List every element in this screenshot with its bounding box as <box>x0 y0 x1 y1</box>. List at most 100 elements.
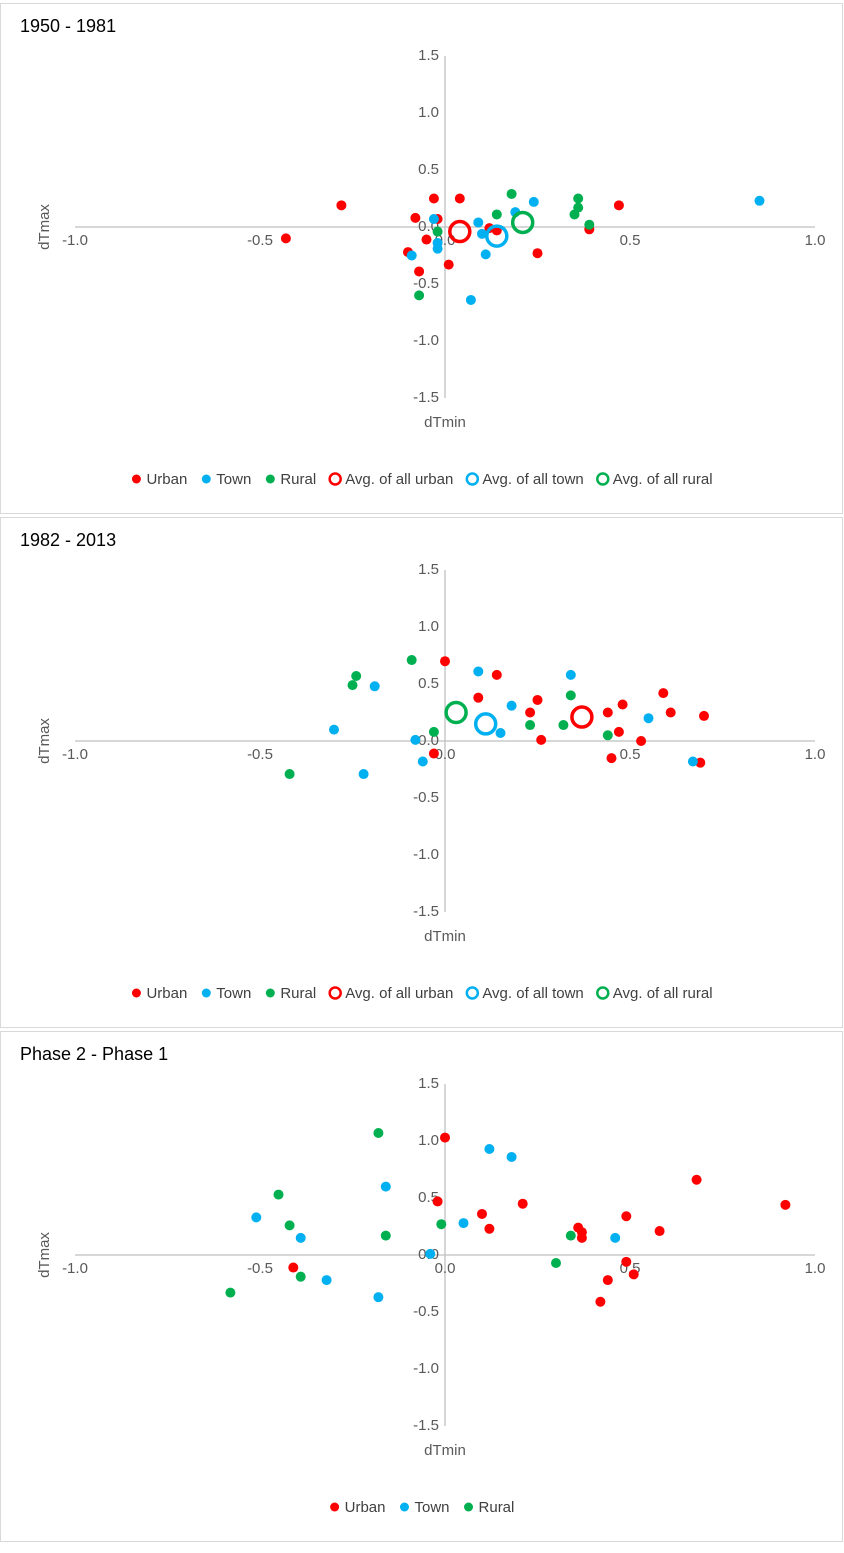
point <box>613 200 624 211</box>
point <box>576 1232 587 1243</box>
point <box>358 769 369 780</box>
average-marker <box>448 219 472 244</box>
legend-label: Town <box>414 1499 449 1516</box>
point <box>295 1232 306 1243</box>
y-tick-label: 1.0 <box>418 104 439 121</box>
point <box>565 669 576 680</box>
point <box>525 720 536 731</box>
point <box>406 655 417 666</box>
point <box>373 1292 384 1303</box>
chart-title: Phase 2 - Phase 1 <box>20 1044 168 1064</box>
legend-marker <box>131 988 141 998</box>
x-tick-label: 1.0 <box>805 1260 826 1277</box>
x-tick-label: -0.5 <box>247 1260 273 1277</box>
legend-label: Rural <box>479 1499 515 1516</box>
point <box>602 1275 613 1286</box>
point <box>284 769 295 780</box>
point <box>613 726 624 737</box>
y-tick-label: -1.5 <box>413 903 439 920</box>
point <box>373 1128 384 1139</box>
point <box>428 726 439 737</box>
x-tick-label: -0.5 <box>247 232 273 249</box>
legend-marker <box>201 988 211 998</box>
legend-label: Avg. of all urban <box>345 985 453 1002</box>
point <box>428 748 439 759</box>
point <box>569 209 580 220</box>
point <box>565 690 576 701</box>
point <box>473 692 484 703</box>
point <box>406 250 417 261</box>
y-tick-label: -0.5 <box>413 789 439 806</box>
x-tick-label: -1.0 <box>62 746 88 763</box>
x-tick-label: 1.0 <box>805 232 826 249</box>
point <box>643 713 654 724</box>
y-tick-label: 1.5 <box>418 47 439 64</box>
point <box>636 736 647 746</box>
point <box>440 1132 450 1143</box>
y-tick-label: -1.5 <box>413 1417 439 1434</box>
legend-marker <box>464 1502 474 1512</box>
average-marker <box>485 224 509 248</box>
point <box>414 290 425 301</box>
point <box>491 209 502 220</box>
y-axis-title: dTmax <box>36 204 53 250</box>
legend-label: Avg. of all urban <box>345 471 453 488</box>
legend-marker <box>201 474 211 484</box>
legend-marker <box>330 1502 340 1512</box>
point <box>380 1230 391 1241</box>
point <box>414 266 425 277</box>
point <box>369 681 380 692</box>
point <box>484 1223 495 1234</box>
point <box>458 1218 469 1229</box>
point <box>536 734 547 745</box>
point <box>473 217 484 228</box>
point <box>595 1296 606 1307</box>
point <box>295 1271 306 1282</box>
y-tick-label: -1.5 <box>413 389 439 406</box>
point <box>506 700 517 711</box>
y-tick-label: -1.0 <box>413 332 439 349</box>
average-marker <box>570 705 594 729</box>
y-tick-label: -0.5 <box>413 275 439 292</box>
point <box>465 294 476 305</box>
point <box>584 219 595 230</box>
point <box>225 1287 236 1298</box>
y-tick-label: -0.5 <box>413 1303 439 1320</box>
point <box>454 193 465 204</box>
y-tick-label: 0.5 <box>418 161 439 178</box>
point <box>421 234 432 245</box>
x-tick-label: 0.5 <box>620 232 641 249</box>
legend-label: Rural <box>280 985 316 1002</box>
point <box>436 1219 447 1230</box>
legend-label: Avg. of all rural <box>613 985 713 1002</box>
legend-label: Urban <box>146 985 187 1002</box>
point <box>473 666 484 677</box>
point <box>417 756 428 767</box>
point <box>654 1226 665 1237</box>
legend-marker <box>328 472 342 486</box>
legend-marker <box>465 472 480 486</box>
point <box>780 1199 791 1210</box>
point <box>695 757 706 768</box>
point <box>273 1189 284 1200</box>
point <box>558 720 569 731</box>
legend-label: Rural <box>280 471 316 488</box>
point <box>484 1143 495 1154</box>
legend-marker <box>131 474 141 484</box>
point <box>432 226 443 237</box>
point <box>754 195 765 206</box>
x-tick-label: 0.0 <box>435 1260 456 1277</box>
x-tick-label: -1.0 <box>62 1260 88 1277</box>
chart-title: 1950 - 1981 <box>20 16 116 36</box>
legend-label: Avg. of all rural <box>613 471 713 488</box>
point <box>602 707 613 718</box>
legend-marker <box>596 986 610 1000</box>
point <box>691 1174 702 1185</box>
point <box>525 707 536 718</box>
legend-marker <box>265 474 275 484</box>
point <box>288 1262 299 1273</box>
legend-marker <box>596 472 610 486</box>
x-tick-label: 1.0 <box>805 746 826 763</box>
point <box>432 1196 443 1207</box>
legend-label: Town <box>216 471 251 488</box>
